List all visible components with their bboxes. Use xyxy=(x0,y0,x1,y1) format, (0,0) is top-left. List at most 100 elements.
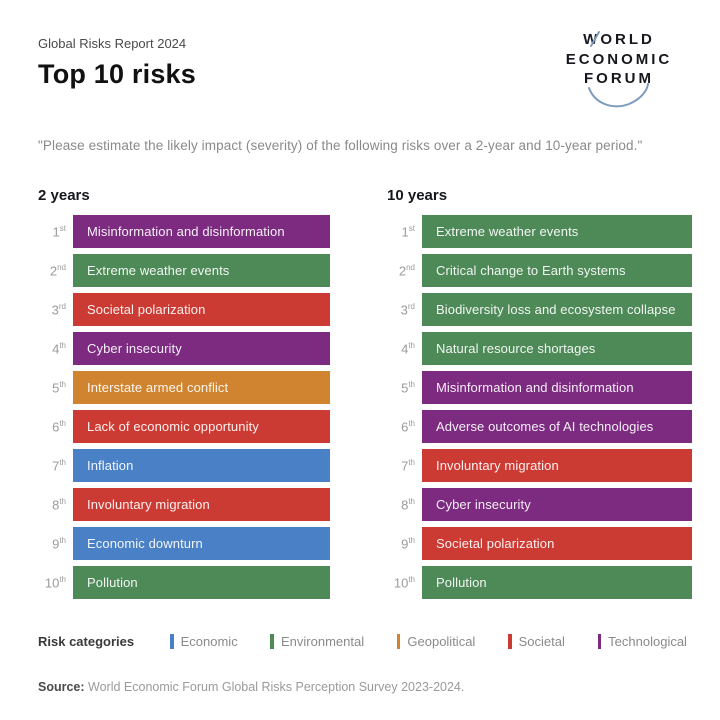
rank-label: 2nd xyxy=(398,262,415,279)
legend-swatch-icon xyxy=(597,634,602,649)
legend: Risk categories Economic Environmental Geo… xyxy=(38,634,695,649)
risk-row: 3rd Biodiversity loss and ecosystem colla… xyxy=(387,293,692,326)
risk-bar: Misinformation and disinformation xyxy=(73,215,330,248)
rank-label: 8th xyxy=(52,496,66,513)
risk-row: 7th Inflation xyxy=(38,449,330,482)
risk-row: 8th Cyber insecurity xyxy=(387,488,692,521)
risk-bar: Biodiversity loss and ecosystem collapse xyxy=(422,293,692,326)
risk-label: Critical change to Earth systems xyxy=(436,263,626,278)
risk-row: 5th Misinformation and disinformation xyxy=(387,371,692,404)
risk-bar: Economic downturn xyxy=(73,527,330,560)
risk-bar: Interstate armed conflict xyxy=(73,371,330,404)
legend-swatch-icon xyxy=(508,634,512,649)
risk-label: Interstate armed conflict xyxy=(87,380,229,395)
risk-label: Adverse outcomes of AI technologies xyxy=(436,419,654,434)
legend-swatch-icon xyxy=(170,634,174,649)
risk-label: Misinformation and disinformation xyxy=(87,224,285,239)
risk-label: Cyber insecurity xyxy=(87,341,182,356)
rank-label: 5th xyxy=(401,379,415,396)
risk-label: Pollution xyxy=(436,575,487,590)
rank-label: 1st xyxy=(52,223,66,240)
risk-bar: Cyber insecurity xyxy=(422,488,692,521)
legend-swatch-icon xyxy=(270,634,274,649)
risk-label: Natural resource shortages xyxy=(436,341,596,356)
risk-label: Extreme weather events xyxy=(87,263,230,278)
risk-row: 2nd Critical change to Earth systems xyxy=(387,254,692,287)
risk-row: 4th Cyber insecurity xyxy=(38,332,330,365)
source-label: Source: xyxy=(38,680,85,694)
risk-bar: Extreme weather events xyxy=(73,254,330,287)
source-text: World Economic Forum Global Risks Percep… xyxy=(84,680,465,694)
risk-bar: Pollution xyxy=(422,566,692,599)
wef-logo: WORLD ECONOMIC FORUM xyxy=(555,30,683,108)
legend-label: Geopolitical xyxy=(407,634,476,649)
rank-label: 3rd xyxy=(400,301,415,318)
risk-label: Pollution xyxy=(87,575,138,590)
legend-title: Risk categories xyxy=(38,634,135,649)
risk-bar: Pollution xyxy=(73,566,330,599)
risk-label: Extreme weather events xyxy=(436,224,579,239)
legend-item-societal: Societal xyxy=(508,634,565,649)
risk-row: 7th Involuntary migration xyxy=(387,449,692,482)
risk-bar: Inflation xyxy=(73,449,330,482)
risk-label: Cyber insecurity xyxy=(436,497,531,512)
risk-row: 4th Natural resource shortages xyxy=(387,332,692,365)
rank-list-10-years: 1st Extreme weather events 2nd Critical cha… xyxy=(387,215,692,599)
risk-bar: Extreme weather events xyxy=(422,215,692,248)
legend-label: Environmental xyxy=(280,634,365,649)
risk-bar: Societal polarization xyxy=(422,527,692,560)
risk-row: 8th Involuntary migration xyxy=(38,488,330,521)
risk-row: 1st Misinformation and disinformation xyxy=(38,215,330,248)
legend-label: Technological xyxy=(608,634,687,649)
risk-row: 10th Pollution xyxy=(387,566,692,599)
risk-row: 2nd Extreme weather events xyxy=(38,254,330,287)
survey-question: "Please estimate the likely impact (seve… xyxy=(38,138,643,153)
rank-label: 10th xyxy=(393,574,415,591)
rank-label: 5th xyxy=(52,379,66,396)
risk-row: 6th Adverse outcomes of AI technologies xyxy=(387,410,692,443)
risk-row: 1st Extreme weather events xyxy=(387,215,692,248)
legend-items: Economic Environmental Geopolitical Societa… xyxy=(170,634,687,649)
risk-row: 9th Economic downturn xyxy=(38,527,330,560)
rank-label: 8th xyxy=(401,496,415,513)
source-line: Source: World Economic Forum Global Risk… xyxy=(38,680,695,694)
risk-bar: Involuntary migration xyxy=(73,488,330,521)
rank-label: 2nd xyxy=(49,262,66,279)
risk-bar: Lack of economic opportunity xyxy=(73,410,330,443)
rank-label: 9th xyxy=(401,535,415,552)
logo-word: WORLD xyxy=(583,31,655,48)
column-title-10-years: 10 years xyxy=(387,187,448,204)
risk-bar: Misinformation and disinformation xyxy=(422,371,692,404)
risk-label: Lack of economic opportunity xyxy=(87,419,259,434)
risk-label: Involuntary migration xyxy=(436,458,559,473)
rank-label: 7th xyxy=(401,457,415,474)
rank-label: 9th xyxy=(52,535,66,552)
column-title-2-years: 2 years xyxy=(38,187,90,204)
risk-bar: Natural resource shortages xyxy=(422,332,692,365)
rank-label: 3rd xyxy=(51,301,66,318)
risk-bar: Cyber insecurity xyxy=(73,332,330,365)
legend-item-economic: Economic xyxy=(170,634,238,649)
legend-item-geopolitical: Geopolitical xyxy=(396,634,476,649)
risk-bar: Adverse outcomes of AI technologies xyxy=(422,410,692,443)
logo-economic: ECONOMIC xyxy=(565,50,673,68)
risk-bar: Involuntary migration xyxy=(422,449,692,482)
legend-label: Societal xyxy=(518,634,565,649)
risk-row: 9th Societal polarization xyxy=(387,527,692,560)
risk-label: Involuntary migration xyxy=(87,497,210,512)
rank-label: 4th xyxy=(52,340,66,357)
rank-list-2-years: 1st Misinformation and disinformation 2nd E… xyxy=(38,215,330,599)
legend-item-environmental: Environmental xyxy=(270,634,364,649)
column-10-years: 10 years 1st Extreme weather events 2nd Cri… xyxy=(387,187,692,605)
risk-row: 6th Lack of economic opportunity xyxy=(38,410,330,443)
column-2-years: 2 years 1st Misinformation and disinforma… xyxy=(38,187,330,605)
legend-label: Economic xyxy=(180,634,238,649)
rank-label: 7th xyxy=(52,457,66,474)
rank-label: 4th xyxy=(401,340,415,357)
rank-label: 1st xyxy=(401,223,415,240)
risk-label: Economic downturn xyxy=(87,536,203,551)
page-title: Top 10 risks xyxy=(38,59,196,89)
risk-label: Inflation xyxy=(87,458,134,473)
risk-bar: Critical change to Earth systems xyxy=(422,254,692,287)
